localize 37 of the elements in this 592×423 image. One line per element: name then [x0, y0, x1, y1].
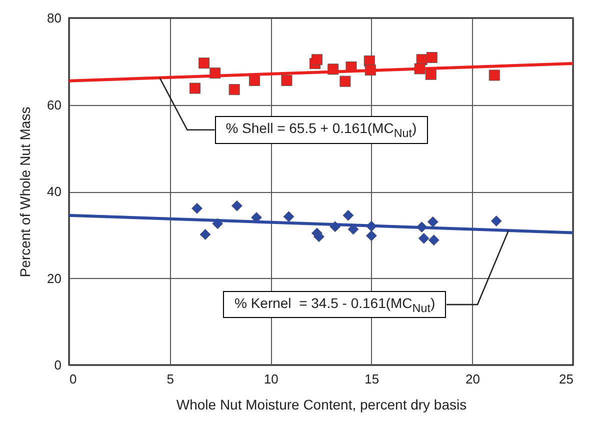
- point: [192, 202, 203, 214]
- point: [348, 224, 359, 235]
- point: [231, 200, 242, 212]
- point: [228, 84, 240, 96]
- point: [418, 232, 430, 244]
- point: [427, 216, 438, 228]
- point: [342, 210, 354, 221]
- annotation: % Kernel = 34.5 - 0.161(MC$_{Nut}$): [223, 290, 446, 318]
- point: [283, 211, 294, 222]
- point: [488, 70, 500, 81]
- point: [313, 231, 324, 242]
- point: [340, 76, 351, 87]
- y-tick-label: 0: [54, 358, 62, 372]
- point: [426, 52, 438, 63]
- x-tick-label: 5: [166, 372, 174, 386]
- x-tick-label: 0: [70, 372, 77, 386]
- x-tick-label: 15: [364, 372, 380, 386]
- point: [198, 58, 210, 69]
- point: [428, 234, 440, 246]
- x-tick-label: 25: [559, 372, 574, 386]
- x-tick-label: 10: [264, 372, 278, 386]
- y-axis-title: Percent of Whole Nut Mass: [17, 106, 34, 278]
- y-tick-label: 20: [47, 270, 62, 286]
- y-tick-label: 40: [47, 184, 62, 199]
- point: [490, 216, 502, 226]
- y-tick-label: 60: [47, 97, 62, 112]
- x-axis-title: Whole Nut Moisture Content, percent dry basis: [176, 396, 467, 412]
- point: [425, 68, 436, 80]
- point: [281, 74, 292, 86]
- point: [190, 82, 200, 94]
- y-tick-label: 80: [47, 10, 62, 26]
- point: [366, 230, 377, 242]
- annotation: % Shell = 65.5 + 0.161(MC$_{Nut}$): [214, 116, 428, 144]
- point: [248, 74, 260, 86]
- point: [311, 54, 322, 66]
- point: [200, 228, 211, 240]
- x-tick-label: 20: [465, 372, 480, 386]
